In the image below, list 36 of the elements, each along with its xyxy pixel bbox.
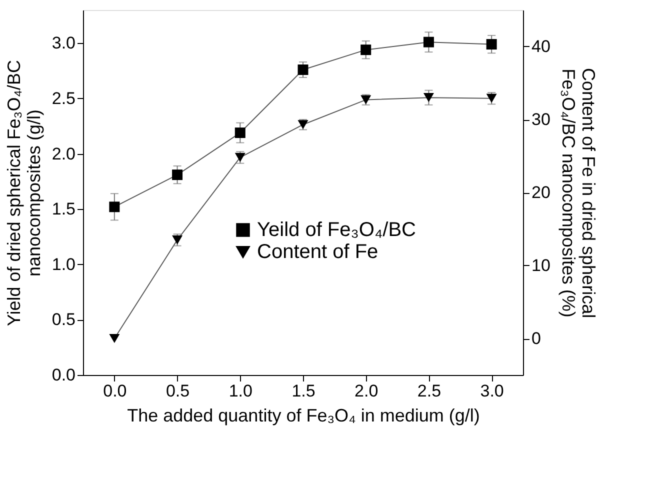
point — [360, 44, 372, 56]
x-tick-label: 1.5 — [292, 382, 316, 400]
x-tick-label: 0.0 — [103, 382, 127, 400]
point — [298, 64, 308, 75]
y2-tick-label: 30 — [532, 110, 550, 129]
x-tick-label: 0.5 — [166, 382, 190, 400]
x-tick-label: 3.0 — [480, 382, 504, 400]
y-tick-label: 1.0 — [52, 254, 76, 274]
y-tick-label: 1.5 — [52, 200, 76, 219]
point — [423, 93, 434, 102]
legend-label: Content of Fe — [257, 241, 378, 263]
y2-tick-label: 40 — [532, 37, 550, 56]
y2-tick-label: 0 — [532, 329, 541, 348]
legend-label: Yeild of Fe₃O₄/BC — [257, 219, 416, 241]
x-tick-label: 1.0 — [228, 382, 252, 400]
point — [109, 202, 120, 212]
point — [172, 170, 183, 180]
y-tick-label: 0.0 — [52, 366, 76, 384]
y-tick-label: 2.0 — [52, 144, 76, 164]
y-tick-label: 0.5 — [52, 310, 76, 330]
y-tick-label: 2.5 — [52, 88, 76, 108]
y2-axis-title: Content of Fe in dried spherical Fe₃O₄/BC nanocomposites (%) — [558, 68, 598, 318]
point — [234, 152, 246, 162]
point — [234, 128, 246, 138]
point — [172, 235, 183, 244]
point — [423, 36, 434, 48]
point — [109, 334, 120, 344]
y-axis-title: Yield of dried spherical Fe₃O₄/BC nanocomposites (g/l) — [4, 60, 44, 326]
y2-tick-label: 20 — [532, 183, 550, 202]
y2-tick-label: 10 — [532, 256, 550, 275]
y-tick-label: 3.0 — [52, 34, 76, 53]
point — [486, 39, 497, 50]
point — [486, 94, 497, 103]
x-tick-label: 2.5 — [417, 382, 442, 400]
x-tick-label: 2.0 — [354, 382, 378, 400]
x-axis-title: The added quantity of Fe₃O₄ in medium (g/l) — [127, 406, 480, 426]
